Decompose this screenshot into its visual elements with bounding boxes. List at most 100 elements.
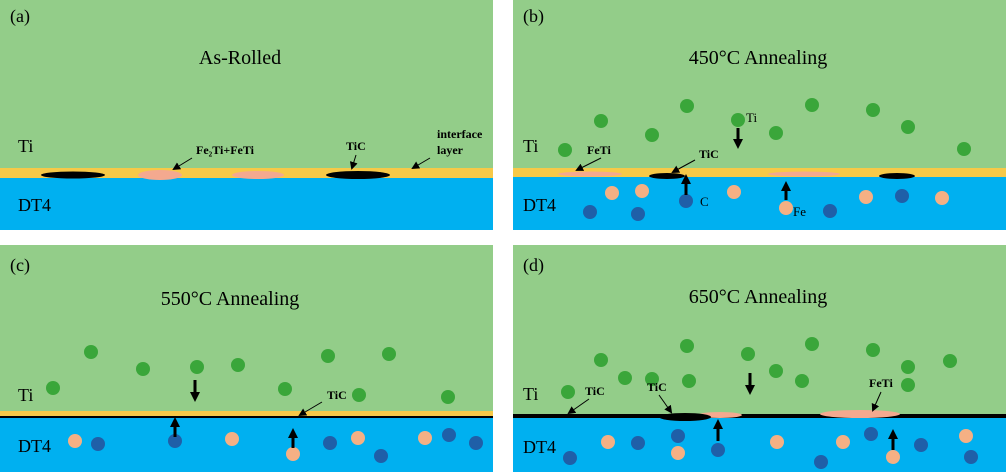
carbon-atom	[469, 436, 483, 450]
panel: (d) 650°C Annealing Ti DT4 TiC TiC FeTi	[513, 245, 1006, 472]
annotation: layer	[437, 143, 464, 157]
iron-atom	[836, 435, 850, 449]
ti-atom	[769, 126, 783, 140]
ti-atom	[558, 143, 572, 157]
ti-atom	[321, 349, 335, 363]
tic-phase	[649, 173, 685, 179]
iron-atom	[671, 446, 685, 460]
ti-atom	[231, 358, 245, 372]
panel-title: 450°C Annealing	[689, 47, 828, 69]
carbon-atom	[914, 438, 928, 452]
ti-atom	[645, 128, 659, 142]
panel: (b) 450°C Annealing Ti DT4 FeTi TiC Ti C…	[513, 0, 1006, 230]
ti-atom	[901, 378, 915, 392]
ti-atom	[352, 388, 366, 402]
fe-ti-phase	[232, 171, 284, 179]
ti-atom	[278, 382, 292, 396]
panel-label: (d)	[523, 255, 544, 276]
tic-layer	[0, 416, 493, 418]
iron-atom	[68, 434, 82, 448]
tic-phase	[41, 172, 105, 179]
annotation: interface	[437, 127, 483, 141]
iron-atom	[351, 431, 365, 445]
carbon-atom	[679, 194, 693, 208]
carbon-atom	[964, 450, 978, 464]
figure: (a) As-Rolled Ti DT4 Fe₂Ti+FeTi TiC inte…	[0, 0, 1006, 472]
panel-label: (a)	[10, 6, 30, 27]
panel-label: (c)	[10, 255, 30, 276]
panel-label: (b)	[523, 6, 544, 27]
panel-title: 650°C Annealing	[689, 286, 828, 308]
tic-phase	[879, 173, 915, 179]
dt4-region	[513, 177, 1006, 230]
ti-region	[0, 245, 493, 413]
carbon-atom	[711, 443, 725, 457]
fe-ti-phase	[768, 172, 840, 177]
carbon-atom	[323, 436, 337, 450]
iron-atom	[770, 435, 784, 449]
ti-atom	[84, 345, 98, 359]
iron-atom	[418, 431, 432, 445]
ti-atom	[680, 339, 694, 353]
carbon-atom	[671, 429, 685, 443]
iron-atom	[779, 201, 793, 215]
panel: (a) As-Rolled Ti DT4 Fe₂Ti+FeTi TiC inte…	[0, 0, 493, 230]
iron-atom	[601, 435, 615, 449]
carbon-atom	[864, 427, 878, 441]
panel: (c) 550°C Annealing Ti DT4 TiC	[0, 245, 493, 472]
ti-atom	[957, 142, 971, 156]
ti-atom	[805, 337, 819, 351]
layer-label: DT4	[18, 436, 51, 456]
ti-atom	[741, 347, 755, 361]
iron-atom	[886, 450, 900, 464]
annotation: Fe	[793, 204, 806, 219]
ti-atom	[769, 364, 783, 378]
carbon-atom	[583, 205, 597, 219]
carbon-atom	[563, 451, 577, 465]
ti-atom	[805, 98, 819, 112]
ti-atom	[795, 374, 809, 388]
ti-atom	[731, 113, 745, 127]
layer-label: Ti	[18, 385, 33, 405]
tic-phase	[326, 171, 390, 179]
iron-atom	[959, 429, 973, 443]
annotation: Fe₂Ti+FeTi	[196, 143, 255, 157]
iron-atom	[859, 190, 873, 204]
layer-label: DT4	[18, 195, 51, 215]
layer-label: Ti	[523, 384, 538, 404]
annotation: TiC	[647, 380, 667, 394]
ti-atom	[382, 347, 396, 361]
ti-atom	[136, 362, 150, 376]
carbon-atom	[374, 449, 388, 463]
ti-atom	[901, 360, 915, 374]
fe-ti-phase	[558, 172, 622, 177]
iron-atom	[727, 185, 741, 199]
carbon-atom	[823, 204, 837, 218]
interface-layer	[0, 411, 493, 416]
dt4-region	[0, 178, 493, 230]
carbon-atom	[895, 189, 909, 203]
iron-atom	[286, 447, 300, 461]
annotation: Ti	[746, 110, 757, 125]
iron-atom	[635, 184, 649, 198]
ti-atom	[682, 374, 696, 388]
ti-atom	[594, 353, 608, 367]
tic-phase	[659, 413, 711, 421]
carbon-atom	[631, 436, 645, 450]
ti-atom	[46, 381, 60, 395]
ti-atom	[618, 371, 632, 385]
ti-atom	[866, 343, 880, 357]
annotation: C	[700, 194, 709, 209]
annotation: FeTi	[587, 143, 611, 157]
ti-atom	[561, 385, 575, 399]
annotation: TiC	[346, 139, 366, 153]
fe-ti-phase	[820, 410, 900, 418]
ti-atom	[190, 360, 204, 374]
ti-atom	[680, 99, 694, 113]
carbon-atom	[91, 437, 105, 451]
fe-ti-phase	[138, 170, 182, 180]
layer-label: DT4	[523, 195, 556, 215]
iron-atom	[605, 186, 619, 200]
ti-atom	[866, 103, 880, 117]
iron-atom	[935, 191, 949, 205]
